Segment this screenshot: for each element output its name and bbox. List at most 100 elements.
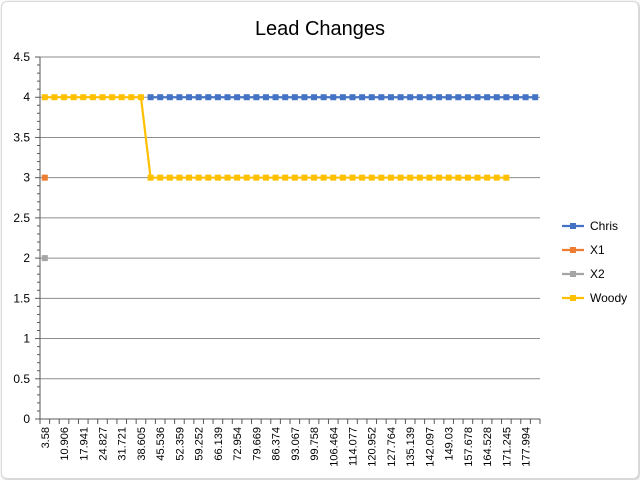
x-tick-label: 24.827	[98, 427, 110, 461]
y-tick-label: 1.5	[13, 291, 30, 305]
data-point-chris	[397, 94, 404, 101]
data-point-woody	[166, 174, 173, 181]
x-tick-label: 79.669	[251, 427, 263, 461]
data-point-chris	[195, 94, 202, 101]
x-tick-label: 3.58	[40, 427, 52, 448]
data-point-chris	[291, 94, 298, 101]
legend: Chris X1 X2 Woody	[562, 219, 627, 305]
data-point-woody	[359, 174, 366, 181]
data-point-chris	[493, 94, 500, 101]
data-point-woody	[243, 174, 250, 181]
data-point-woody	[493, 174, 500, 181]
x-tick-label: 142.097	[424, 427, 436, 467]
data-point-chris	[503, 94, 510, 101]
data-point-woody	[224, 174, 231, 181]
y-tick-label: 4.5	[13, 50, 30, 64]
data-point-chris	[474, 94, 481, 101]
legend-marker-woody	[570, 295, 576, 301]
data-point-woody	[61, 94, 68, 101]
data-point-woody	[436, 174, 443, 181]
data-point-woody	[195, 174, 202, 181]
y-tick-label: 3.5	[13, 130, 30, 144]
data-point-woody	[234, 174, 241, 181]
legend-label-x1: X1	[590, 243, 605, 257]
data-point-chris	[224, 94, 231, 101]
data-point-woody	[41, 94, 48, 101]
data-point-chris	[512, 94, 519, 101]
data-point-chris	[387, 94, 394, 101]
data-point-x2	[41, 255, 48, 262]
chart-title: Lead Changes	[255, 18, 385, 40]
data-point-chris	[234, 94, 241, 101]
x-tick-label: 171.245	[501, 427, 513, 467]
data-point-chris	[272, 94, 279, 101]
data-point-woody	[301, 174, 308, 181]
data-point-chris	[166, 94, 173, 101]
data-point-chris	[532, 94, 539, 101]
data-point-chris	[522, 94, 529, 101]
data-point-chris	[484, 94, 491, 101]
legend-label-x2: X2	[590, 267, 605, 281]
x-tick-label: 17.941	[78, 427, 90, 461]
data-point-woody	[51, 94, 58, 101]
y-tick-label: 2	[23, 251, 30, 265]
data-point-woody	[349, 174, 356, 181]
legend-label-chris: Chris	[590, 219, 618, 233]
data-point-woody	[214, 174, 221, 181]
x-tick-label: 45.536	[155, 427, 167, 461]
data-point-woody	[445, 174, 452, 181]
data-point-chris	[368, 94, 375, 101]
data-point-woody	[262, 174, 269, 181]
x-tick-label: 157.678	[463, 427, 475, 467]
x-tick-label: 59.252	[194, 427, 206, 461]
data-point-chris	[407, 94, 414, 101]
data-point-woody	[330, 174, 337, 181]
data-point-chris	[339, 94, 346, 101]
data-point-chris	[436, 94, 443, 101]
x-tick-label: 93.067	[290, 427, 302, 461]
data-point-woody	[89, 94, 96, 101]
x-tick-label: 10.906	[59, 427, 71, 461]
data-point-chris	[176, 94, 183, 101]
x-tick-label: 135.139	[405, 427, 417, 467]
x-tick-label: 114.077	[348, 427, 360, 466]
data-point-woody	[272, 174, 279, 181]
legend-marker-x2	[570, 271, 576, 277]
axes: 0 0.5 1 1.5 2 2.5 3 3.5 4 4.5 3.58 10.906 17.941 24.8…	[13, 50, 541, 467]
x-tick-label: 31.721	[117, 427, 129, 461]
data-point-woody	[368, 174, 375, 181]
data-point-woody	[109, 94, 116, 101]
data-point-woody	[464, 174, 471, 181]
data-point-woody	[186, 174, 193, 181]
data-point-woody	[291, 174, 298, 181]
data-point-woody	[320, 174, 327, 181]
data-point-chris	[330, 94, 337, 101]
x-tick-label: 86.374	[271, 427, 283, 461]
data-point-chris	[311, 94, 318, 101]
data-point-chris	[455, 94, 462, 101]
data-point-chris	[426, 94, 433, 101]
data-point-woody	[118, 94, 125, 101]
data-point-woody	[205, 174, 212, 181]
data-point-chris	[157, 94, 164, 101]
data-point-woody	[426, 174, 433, 181]
legend-marker-x1	[570, 247, 576, 253]
data-point-woody	[128, 94, 135, 101]
data-point-woody	[80, 94, 87, 101]
data-point-woody	[253, 174, 260, 181]
data-point-woody	[282, 174, 289, 181]
data-point-chris	[214, 94, 221, 101]
data-point-woody	[137, 94, 144, 101]
x-tick-label: 72.954	[232, 427, 244, 461]
data-point-chris	[186, 94, 193, 101]
x-tick-label: 177.994	[521, 427, 533, 467]
x-tick-label: 106.464	[328, 427, 340, 467]
data-point-chris	[205, 94, 212, 101]
data-point-woody	[99, 94, 106, 101]
legend-marker-chris	[570, 223, 576, 229]
x-tick-label: 164.528	[482, 427, 494, 467]
data-point-chris	[253, 94, 260, 101]
data-point-woody	[474, 174, 481, 181]
